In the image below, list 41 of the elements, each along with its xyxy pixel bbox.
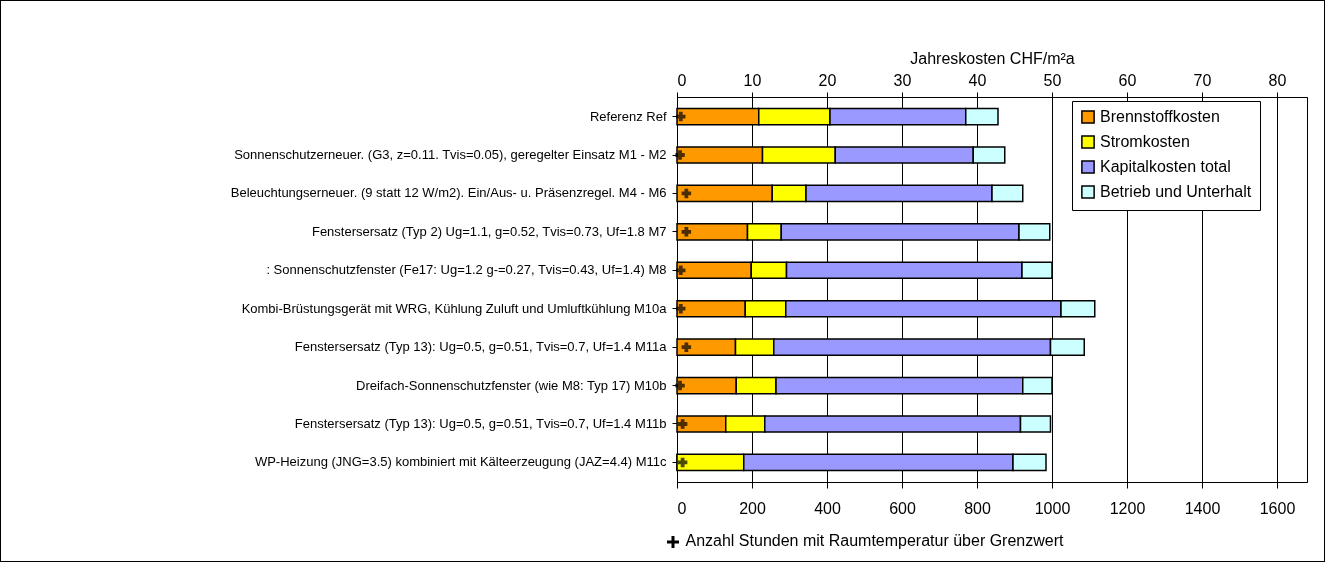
x2-tick-label: 70 [1193,71,1212,89]
legend-label: Stromkosten [1100,133,1190,150]
legend-label: Brennstoffkosten [1100,108,1220,125]
y-tick-label: Dreifach-Sonnenschutzfenster (wie M8: Typ 17) M10b [356,377,667,393]
x2-tick-label: 0 [677,71,687,89]
y-tick-label: : Sonnenschutzfenster (Fe17: Ug=1.2 g-=0.27, Tvis=0.43, Uf=1.4) M8 [266,262,667,278]
x-axis-title: Anzahl Stunden mit Raumtemperatur über Grenzwert [685,531,1065,549]
x-tick-label: 600 [889,499,916,517]
y-tick-label: WP-Heizung (JNG=3.5) kombiniert mit Kälteerzeugung (JAZ=4.4) M11c [254,454,667,470]
legend-label: Kapitalkosten total [1100,158,1231,175]
point [677,419,688,429]
x-tick-label: 0 [677,499,687,517]
y-tick-label: Fenstersersatz (Typ 13): Ug=0.5, g=0.51, Tvis=0.7, Uf=1.4 M11b [294,415,667,431]
x2-tick-label: 80 [1268,71,1287,89]
y-tick-label: Beleuchtungserneuer. (9 statt 12 W/m2). Ein/Aus- u. Präsenzregel. M4 - M6 [230,185,667,201]
x-tick-label: 1200 [1109,499,1146,517]
x-tick-label: 1600 [1259,499,1296,517]
x2-axis-title: Jahreskosten CHF/m²a [910,49,1075,67]
point [676,303,686,314]
x-tick-label: 200 [739,499,766,517]
x2-tick-label: 30 [893,71,912,89]
y-tick-label: Kombi-Brüstungsgerät mit WRG, Kühlung Zuluft und Umluftkühlung M10a [241,300,668,316]
x2-tick-label: 50 [1043,71,1062,89]
point [681,227,692,237]
x-tick-label: 400 [814,499,841,517]
x2-tick-label: 40 [968,71,987,89]
y-tick-label: Fenstersersatz (Typ 2) Ug=1.1, g=0.52, Tvis=0.73, Uf=1.8 M7 [311,223,667,239]
x-tick-label: 1000 [1034,499,1071,517]
point [675,150,685,160]
x2-tick-label: 60 [1118,71,1137,89]
x-tick-label: 1400 [1184,499,1221,517]
y-tick-label: Fenstersersatz (Typ 13): Ug=0.5, g=0.51, Tvis=0.7, Uf=1.4 M11a [294,339,668,355]
point [676,265,686,276]
x2-tick-label: 20 [818,71,837,89]
legend-label: Betrieb und Unterhalt [1100,183,1252,200]
y-tick-label: Referenz Ref [589,108,667,124]
y-tick-label: Sonnenschutzerneuer. (G3, z=0.11. Tvis=0.05), geregelter Einsatz M1 - M2 [234,147,667,163]
x2-tick-label: 10 [743,71,762,89]
x-tick-label: 800 [964,499,991,517]
point [681,342,692,352]
point [675,380,685,391]
